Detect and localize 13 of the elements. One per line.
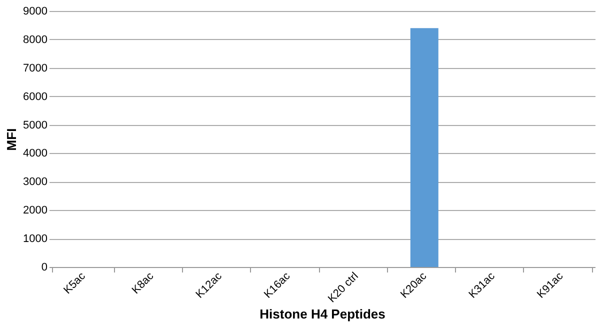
y-tick-label: 5000 <box>23 119 48 132</box>
x-tick-label: K20 ctrl <box>326 270 361 306</box>
y-tick-label: 6000 <box>23 90 48 103</box>
y-tick-label: 4000 <box>23 148 48 160</box>
y-tick-label: 7000 <box>23 62 48 74</box>
y-tick-label: 1000 <box>23 233 48 246</box>
x-axis-title: Histone H4 Peptides <box>260 306 386 322</box>
y-tick-label: 8000 <box>23 34 48 46</box>
y-axis-title: MFI <box>4 128 20 151</box>
y-tick-label: 0 <box>41 262 48 274</box>
y-tick-label: 3000 <box>23 176 48 188</box>
y-tick-label: 2000 <box>23 204 48 217</box>
y-tick-label: 9000 <box>23 6 48 18</box>
